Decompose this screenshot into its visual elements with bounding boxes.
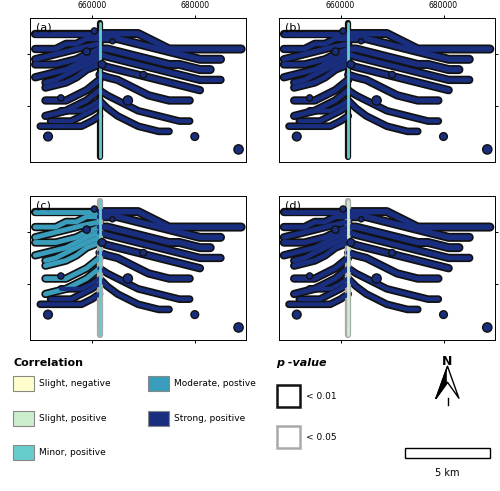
Circle shape bbox=[482, 145, 492, 154]
Text: Slight, negative: Slight, negative bbox=[40, 379, 111, 388]
Circle shape bbox=[292, 132, 301, 141]
Circle shape bbox=[44, 132, 52, 141]
Circle shape bbox=[140, 71, 146, 78]
Circle shape bbox=[92, 206, 98, 212]
Circle shape bbox=[482, 323, 492, 332]
Polygon shape bbox=[448, 366, 459, 398]
FancyBboxPatch shape bbox=[148, 410, 169, 426]
Text: Strong, positive: Strong, positive bbox=[174, 413, 246, 423]
Text: < 0.01: < 0.01 bbox=[306, 392, 337, 401]
Circle shape bbox=[340, 206, 346, 212]
Polygon shape bbox=[436, 366, 448, 398]
FancyBboxPatch shape bbox=[13, 445, 34, 460]
Bar bbox=[405, 448, 490, 458]
Circle shape bbox=[340, 28, 346, 34]
Circle shape bbox=[234, 323, 243, 332]
Text: < 0.05: < 0.05 bbox=[306, 433, 337, 442]
Circle shape bbox=[44, 310, 52, 319]
Circle shape bbox=[98, 239, 106, 246]
Text: 5 km: 5 km bbox=[435, 468, 460, 478]
Circle shape bbox=[332, 48, 339, 55]
FancyBboxPatch shape bbox=[276, 385, 300, 407]
Circle shape bbox=[110, 217, 115, 222]
Circle shape bbox=[372, 96, 381, 105]
Circle shape bbox=[388, 71, 396, 78]
Circle shape bbox=[83, 48, 90, 55]
Circle shape bbox=[372, 274, 381, 283]
Text: p -value: p -value bbox=[276, 357, 327, 368]
Circle shape bbox=[58, 273, 64, 279]
Circle shape bbox=[191, 311, 198, 319]
Circle shape bbox=[140, 249, 146, 256]
Circle shape bbox=[347, 60, 354, 68]
Circle shape bbox=[292, 310, 301, 319]
Circle shape bbox=[306, 95, 312, 101]
FancyBboxPatch shape bbox=[13, 376, 34, 391]
Circle shape bbox=[123, 96, 132, 105]
Circle shape bbox=[110, 39, 115, 44]
FancyBboxPatch shape bbox=[13, 410, 34, 426]
Text: Moderate, postive: Moderate, postive bbox=[174, 379, 256, 388]
Text: N: N bbox=[442, 355, 452, 368]
Circle shape bbox=[191, 133, 198, 140]
Circle shape bbox=[440, 133, 448, 140]
Text: (c): (c) bbox=[36, 200, 52, 211]
Text: (b): (b) bbox=[285, 23, 301, 32]
Circle shape bbox=[98, 60, 106, 68]
Text: (d): (d) bbox=[285, 200, 301, 211]
Circle shape bbox=[123, 274, 132, 283]
FancyBboxPatch shape bbox=[276, 426, 300, 448]
Circle shape bbox=[306, 273, 312, 279]
Text: Minor, positive: Minor, positive bbox=[40, 448, 106, 457]
Circle shape bbox=[347, 239, 354, 246]
Circle shape bbox=[440, 311, 448, 319]
Text: Correlation: Correlation bbox=[13, 357, 83, 368]
Text: (a): (a) bbox=[36, 23, 52, 32]
Circle shape bbox=[58, 95, 64, 101]
Circle shape bbox=[332, 226, 339, 233]
Text: Slight, positive: Slight, positive bbox=[40, 413, 107, 423]
Circle shape bbox=[92, 28, 98, 34]
Circle shape bbox=[234, 145, 243, 154]
FancyBboxPatch shape bbox=[148, 376, 169, 391]
Circle shape bbox=[83, 226, 90, 233]
Circle shape bbox=[358, 39, 364, 44]
Circle shape bbox=[358, 217, 364, 222]
Circle shape bbox=[388, 249, 396, 256]
